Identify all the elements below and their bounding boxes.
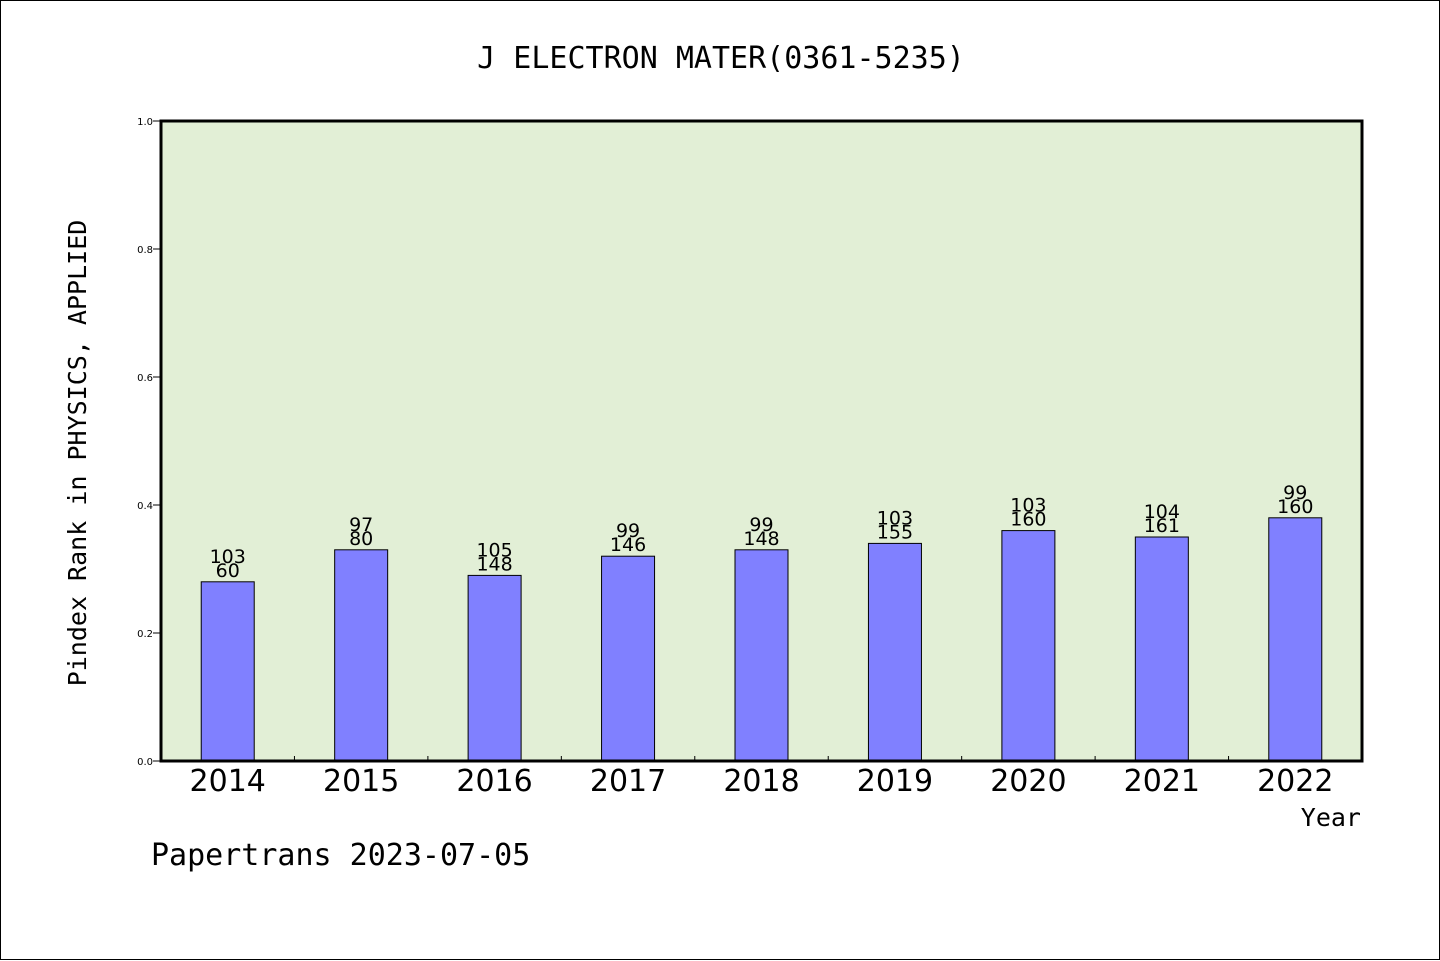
data-label-bottom: 148 (743, 528, 779, 550)
data-label-top: 97 (349, 514, 373, 536)
x-tick-label: 2022 (1257, 764, 1333, 799)
data-label-top: 99 (1283, 482, 1307, 504)
data-label-bottom: 146 (610, 534, 646, 556)
y-tick-label: 0.8 (137, 245, 153, 256)
bar-2014 (200, 581, 255, 762)
x-tick-label: 2016 (456, 764, 532, 799)
bar-2015 (334, 549, 389, 762)
data-label-bottom: 60 (216, 560, 240, 582)
y-tick-label: 0.4 (137, 501, 153, 512)
data-label-bottom: 160 (1010, 509, 1046, 531)
y-tick-label: 1.0 (137, 117, 153, 128)
data-label-top: 103 (1010, 495, 1046, 517)
data-label-bottom: 161 (1144, 515, 1180, 537)
x-tick-label: 2017 (590, 764, 666, 799)
footer-text: Papertrans 2023-07-05 (151, 838, 530, 873)
x-tick-label: 2019 (857, 764, 933, 799)
y-tick-label: 0.0 (137, 757, 153, 768)
data-label-bottom: 148 (476, 553, 512, 575)
bar-2016 (467, 574, 522, 762)
data-label-top: 99 (749, 514, 773, 536)
x-tick-label: 2021 (1124, 764, 1200, 799)
x-tick-label: 2014 (190, 764, 266, 799)
bars-layer (200, 517, 1323, 762)
plot-border (159, 119, 1364, 763)
y-axis: 0.0 0.2 0.4 0.6 0.8 1.0 (137, 117, 161, 768)
bar-2017 (601, 555, 656, 762)
y-tick-label: 0.2 (137, 629, 153, 640)
data-label-top: 103 (210, 546, 246, 568)
x-axis-label: Year (1301, 803, 1361, 832)
data-label-top: 103 (877, 507, 913, 529)
data-label-top: 105 (476, 539, 512, 561)
data-label-bottom: 155 (877, 521, 913, 543)
bar-2021 (1134, 536, 1189, 762)
x-tick-label: 2015 (323, 764, 399, 799)
data-label-top: 99 (616, 520, 640, 542)
data-label-bottom: 160 (1277, 496, 1313, 518)
bar-2018 (734, 549, 789, 762)
data-label-top: 104 (1144, 501, 1180, 523)
chart-title: J ELECTRON MATER(0361-5235) (477, 41, 965, 76)
y-axis-label: Pindex Rank in PHYSICS, APPLIED (63, 220, 92, 687)
bar-2022 (1268, 517, 1323, 762)
x-tick-label: 2018 (723, 764, 799, 799)
data-label-bottom: 80 (349, 528, 373, 550)
x-axis: 2014 2015 2016 2017 2018 2019 2020 2021 2022 (190, 756, 1333, 799)
bar-2019 (867, 542, 922, 762)
bar-2020 (1001, 530, 1056, 762)
y-tick-label: 0.6 (137, 373, 153, 384)
x-tick-label: 2020 (990, 764, 1066, 799)
